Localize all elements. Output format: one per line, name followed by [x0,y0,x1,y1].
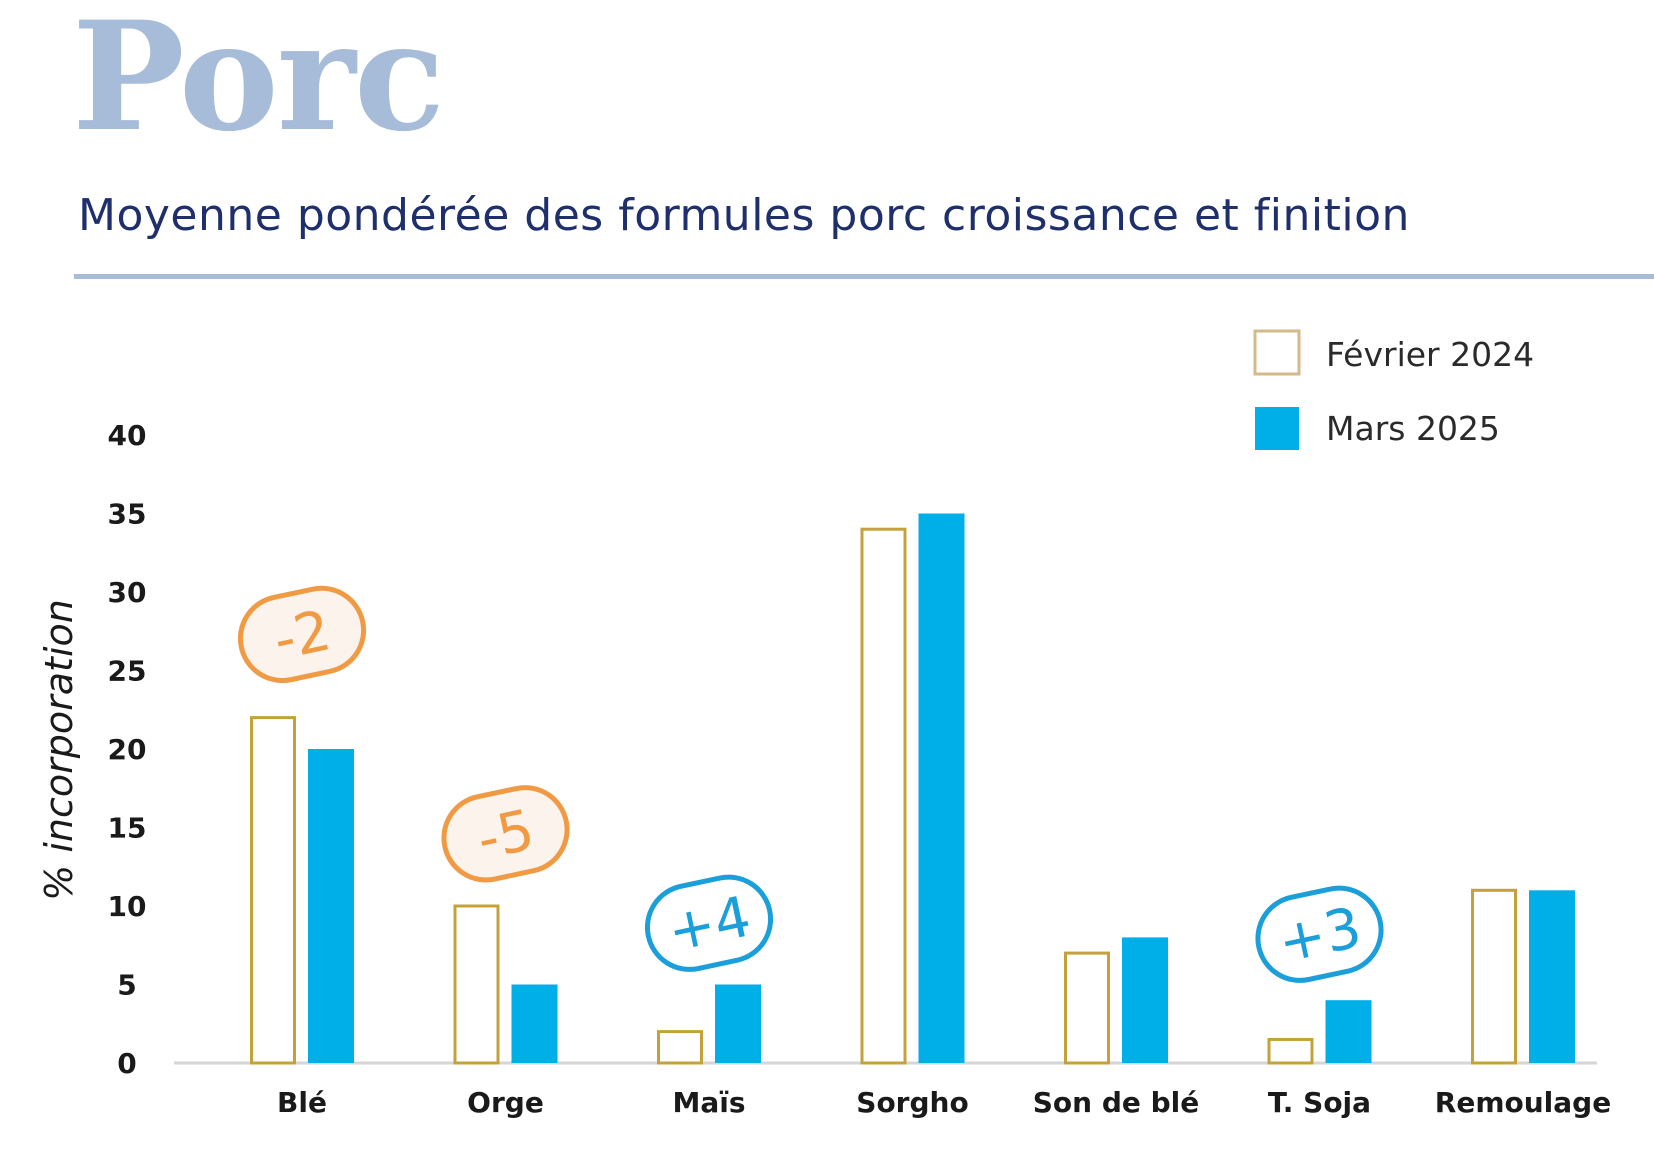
change-badge-t-soja: +3 [1255,885,1384,983]
x-axis-ticks: Blé Orge Maïs Sorgho Son de blé T. Soja Remoul… [277,1086,1611,1119]
bar-fevrier-2024-son-de-ble [1064,951,1110,1065]
bar-fevrier-2024-orge [453,904,500,1065]
chart-legend: Février 2024 Mars 2025 [1253,329,1534,450]
bar-mars-2025-ble [308,749,354,1063]
bar-fevrier-2024-ble [250,716,296,1065]
change-badge-orge: -5 [441,785,570,883]
x-tick-label-orge: Orge [467,1086,544,1119]
bar-mars-2025-remoulage [1529,890,1575,1063]
y-tick-label-15: 15 [108,812,147,845]
change-badge-pill [644,874,774,972]
bar-fevrier-2024-remoulage [1471,888,1517,1065]
bar-fevrier-2024-sorgho [860,527,907,1065]
y-tick-label-40: 40 [108,419,147,452]
legend-label-fevrier-2024: Février 2024 [1326,335,1534,374]
x-tick-label-sorgho: Sorgho [856,1086,968,1119]
y-axis-ticks: 0 5 10 15 20 25 30 35 40 [108,419,147,1080]
legend-swatch-fevrier-2024 [1253,329,1301,376]
x-tick-label-t-soja: T. Soja [1268,1086,1371,1119]
y-tick-label-30: 30 [108,576,147,609]
change-badge-text: -2 [268,598,336,673]
y-tick-label-25: 25 [108,655,147,688]
bar-mars-2025-sorgho [918,513,965,1063]
x-tick-label-mais: Maïs [672,1086,745,1119]
y-tick-label-35: 35 [108,498,147,531]
bar-fevrier-2024-mais [657,1030,703,1065]
change-badge-text: -5 [472,798,540,873]
y-tick-label-5: 5 [117,969,136,1002]
change-badge-pill [441,785,570,883]
x-tick-label-ble: Blé [277,1086,327,1119]
bar-mars-2025-son-de-ble [1122,937,1168,1063]
bar-mars-2025-orge [511,984,558,1063]
change-badge-ble: -2 [237,585,367,684]
change-badge-mais: +4 [644,874,774,972]
legend-swatch-mars-2025 [1255,407,1299,450]
y-tick-label-10: 10 [108,890,147,923]
x-tick-label-remoulage: Remoulage [1435,1086,1611,1119]
bar-mars-2025-t-soja [1325,1000,1372,1063]
change-badge-pill [237,585,367,684]
y-tick-label-20: 20 [108,733,147,766]
page-title: Porc [72,0,445,165]
bar-series [250,513,1575,1065]
y-axis-label: % incorporation [37,599,81,901]
change-badge-pill [1255,885,1384,983]
y-tick-label-0: 0 [117,1047,136,1080]
title-divider [74,274,1654,279]
change-annotations: -2 -5 +4 +3 [237,585,1384,983]
chart-subtitle: Moyenne pondérée des formules porc crois… [78,190,1410,241]
legend-label-mars-2025: Mars 2025 [1326,409,1500,448]
bar-fevrier-2024-t-soja [1267,1037,1314,1065]
bar-mars-2025-mais [715,984,761,1063]
x-tick-label-son-de-ble: Son de blé [1033,1086,1200,1119]
